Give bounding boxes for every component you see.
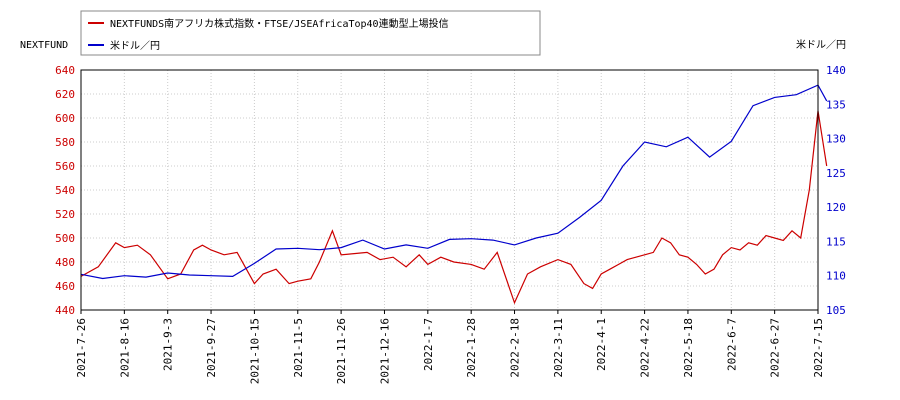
x-tick-label-12: 2022-4-1: [595, 318, 608, 371]
x-tick-label-6: 2021-11-26: [335, 318, 348, 384]
x-tick-label-10: 2022-2-18: [509, 318, 522, 378]
y-right-axis-label: 米ドル／円: [796, 38, 846, 51]
x-tick-label-13: 2022-4-22: [639, 318, 652, 378]
series-line-0: [80, 110, 828, 305]
legend-box: [80, 10, 541, 56]
series-lines: [80, 84, 828, 305]
y-left-tick-4: 520: [55, 208, 75, 221]
plot-frame: [80, 69, 819, 311]
x-tick-label-7: 2021-12-16: [378, 318, 391, 384]
y-right-tick-4: 125: [826, 167, 846, 180]
x-tick-label-8: 2022-1-7: [422, 318, 435, 371]
x-tick-label-17: 2022-7-15: [812, 318, 825, 378]
x-tick-label-16: 2022-6-27: [769, 318, 782, 378]
x-tick-label-3: 2021-9-27: [205, 318, 218, 378]
y-right-tick-5: 130: [826, 133, 846, 146]
x-tick-label-4: 2021-10-15: [248, 318, 261, 384]
x-tick-label-11: 2022-3-11: [552, 318, 565, 378]
y-left-tick-5: 540: [55, 184, 75, 197]
x-tick-label-5: 2021-11-5: [292, 318, 305, 378]
y-left-axis-ticks: 440 460 480 500 520 540 560 580 600 620 640: [55, 64, 75, 317]
y-left-axis-label: NEXTFUND: [20, 40, 68, 51]
y-left-tick-7: 580: [55, 136, 75, 149]
y-left-tick-10: 640: [55, 64, 75, 77]
y-left-tick-1: 460: [55, 280, 75, 293]
x-tick-label-15: 2022-6-7: [725, 318, 738, 371]
legend-label-usdjpy: 米ドル／円: [110, 39, 160, 52]
legend: NEXTFUNDS南アフリカ株式指数・FTSE/JSEAfricaTop40連動…: [80, 10, 541, 56]
x-tick-label-1: 2021-8-16: [118, 318, 131, 378]
y-right-axis-ticks: 105 110 115 120 125 130 135 140: [826, 64, 846, 317]
x-axis-ticks: 2021-7-26 2021-8-16 2021-9-3 2021-9-27 2021-…: [75, 310, 825, 384]
x-tick-label-9: 2022-1-28: [465, 318, 478, 378]
series-line-1: [80, 84, 828, 280]
y-left-tick-8: 600: [55, 112, 75, 125]
x-tick-label-2: 2021-9-3: [162, 318, 175, 371]
y-right-tick-1: 110: [826, 270, 846, 283]
legend-label-fund: NEXTFUNDS南アフリカ株式指数・FTSE/JSEAfricaTop40連動…: [110, 17, 449, 30]
y-right-tick-7: 140: [826, 64, 846, 77]
y-left-tick-9: 620: [55, 88, 75, 101]
y-right-tick-2: 115: [826, 235, 846, 248]
grid-lines: [80, 69, 819, 311]
y-left-tick-6: 560: [55, 160, 75, 173]
y-left-tick-2: 480: [55, 256, 75, 269]
y-right-tick-6: 135: [826, 98, 846, 111]
x-tick-label-14: 2022-5-18: [682, 318, 695, 378]
y-right-tick-0: 105: [826, 304, 846, 317]
y-left-tick-3: 500: [55, 232, 75, 245]
y-right-tick-3: 120: [826, 201, 846, 214]
x-tick-label-0: 2021-7-26: [75, 318, 88, 378]
y-left-tick-0: 440: [55, 304, 75, 317]
